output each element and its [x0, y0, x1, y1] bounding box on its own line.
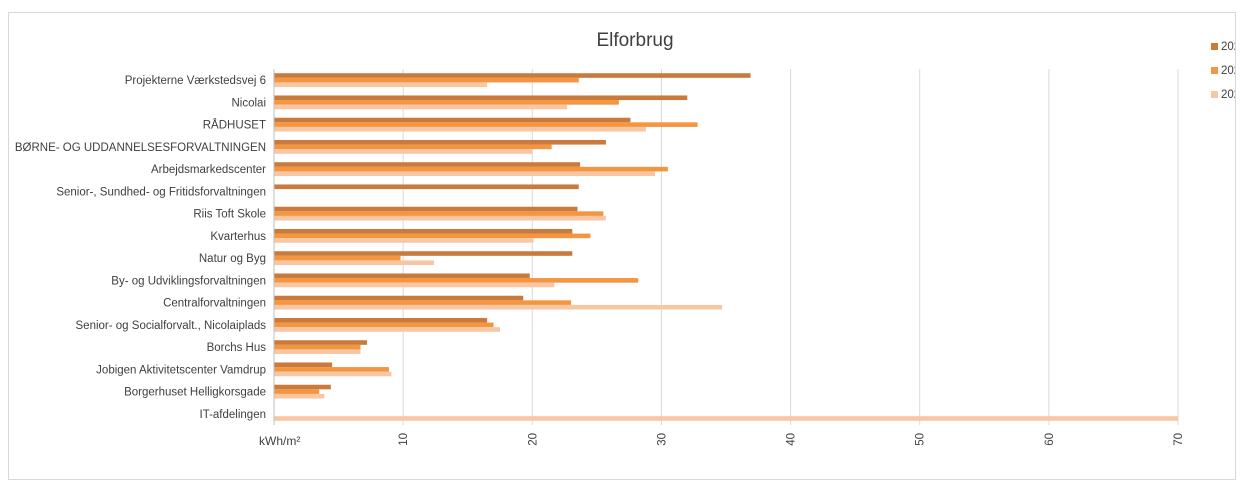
bars	[274, 73, 1178, 421]
category-label: BØRNE- OG UDDANNELSESFORVALTNINGEN	[15, 142, 266, 154]
legend-label: 2023	[1221, 41, 1235, 53]
category-label: Jobigen Aktivitetscenter Vamdrup	[96, 364, 266, 376]
category-label: Borchs Hus	[207, 342, 267, 354]
bar-2023	[274, 384, 331, 390]
bar-2023	[274, 251, 573, 256]
bar-2021	[274, 260, 435, 266]
bar-2021	[274, 282, 555, 288]
bar-2021	[274, 126, 646, 132]
category-label: Kvarterhus	[210, 231, 266, 243]
legend-label: 2022	[1221, 65, 1235, 77]
category-label: Arbejdsmarkedscenter	[151, 164, 266, 176]
bar-2022	[274, 300, 572, 305]
x-tick-label: 10	[398, 433, 410, 446]
bar-2022	[274, 122, 698, 127]
category-label: By- og Udviklingsforvaltningen	[111, 275, 266, 287]
bar-2023	[274, 162, 581, 167]
bar-2021	[274, 104, 568, 110]
bar-2023	[274, 139, 606, 145]
bar-2022	[274, 322, 494, 328]
category-label: Senior- og Socialforvalt., Nicolaiplads	[76, 320, 267, 332]
bar-2021	[274, 82, 488, 88]
category-label: IT-afdelingen	[200, 409, 267, 421]
bar-2021	[274, 304, 723, 310]
bar-2023	[274, 117, 631, 123]
bar-2023	[274, 228, 573, 234]
tick-labels: 10 20 30 40 50 60 70	[398, 433, 1185, 446]
x-tick-label: 30	[656, 433, 668, 446]
x-axis-unit-label: kWh/m²	[259, 434, 300, 448]
legend-label: 2021	[1221, 89, 1235, 101]
category-label: Senior-, Sundhed- og Fritidsforvaltninge…	[56, 186, 266, 198]
bar-2021	[274, 371, 392, 377]
bar-2023	[274, 340, 367, 345]
x-tick-label: 70	[1173, 433, 1185, 446]
x-tick-label: 60	[1044, 433, 1056, 446]
bar-2021	[274, 349, 361, 355]
chart-area: Elforbrug Projekterne Værkstedsvej 6 Nico…	[15, 30, 1235, 448]
bar-2021	[274, 327, 500, 332]
category-label: Projekterne Værkstedsvej 6	[125, 75, 266, 87]
bar-2021	[274, 171, 655, 177]
x-tick-label: 40	[786, 433, 798, 446]
bar-2023	[274, 273, 530, 279]
chart-title: Elforbrug	[596, 30, 673, 51]
category-label: Riis Toft Skole	[193, 209, 266, 221]
bar-2022	[274, 344, 361, 350]
bar-2021	[274, 238, 534, 243]
legend: 2023 2022 2021	[1211, 41, 1235, 101]
bar-2022	[274, 233, 591, 239]
bar-2023	[274, 95, 688, 101]
x-tick-label: 20	[527, 433, 539, 446]
bar-2023	[274, 295, 524, 301]
bar-2022	[274, 255, 401, 261]
category-label: Nicolai	[231, 97, 266, 109]
legend-swatch	[1211, 91, 1218, 98]
bar-2023	[274, 317, 488, 323]
chart-frame: Elforbrug Projekterne Værkstedsvej 6 Nico…	[8, 12, 1236, 480]
bar-2022	[274, 211, 604, 216]
category-label: RÅDHUSET	[203, 119, 266, 132]
bar-2021	[274, 393, 325, 399]
bar-2022	[274, 144, 552, 150]
bar-2021	[274, 215, 606, 221]
legend-swatch	[1211, 67, 1218, 74]
bar-2022	[274, 166, 668, 172]
bar-2023	[274, 362, 333, 368]
x-tick-label: 50	[915, 433, 927, 446]
bar-2023	[274, 73, 751, 78]
category-label: Centralforvaltningen	[163, 298, 266, 310]
legend-swatch	[1211, 43, 1218, 50]
category-labels: Projekterne Værkstedsvej 6 Nicolai RÅDHUSE…	[15, 75, 266, 421]
bar-2021	[274, 416, 1178, 421]
bar-2022	[274, 77, 579, 83]
bar-2022	[274, 389, 320, 394]
bar-2023	[274, 184, 579, 190]
bar-2022	[274, 278, 639, 283]
bar-2021	[274, 149, 533, 154]
bar-2022	[274, 100, 619, 105]
bar-2023	[274, 206, 578, 212]
bar-2022	[274, 367, 389, 372]
category-label: Borgerhuset Helligkorsgade	[124, 387, 266, 399]
category-label: Natur og Byg	[199, 253, 266, 265]
